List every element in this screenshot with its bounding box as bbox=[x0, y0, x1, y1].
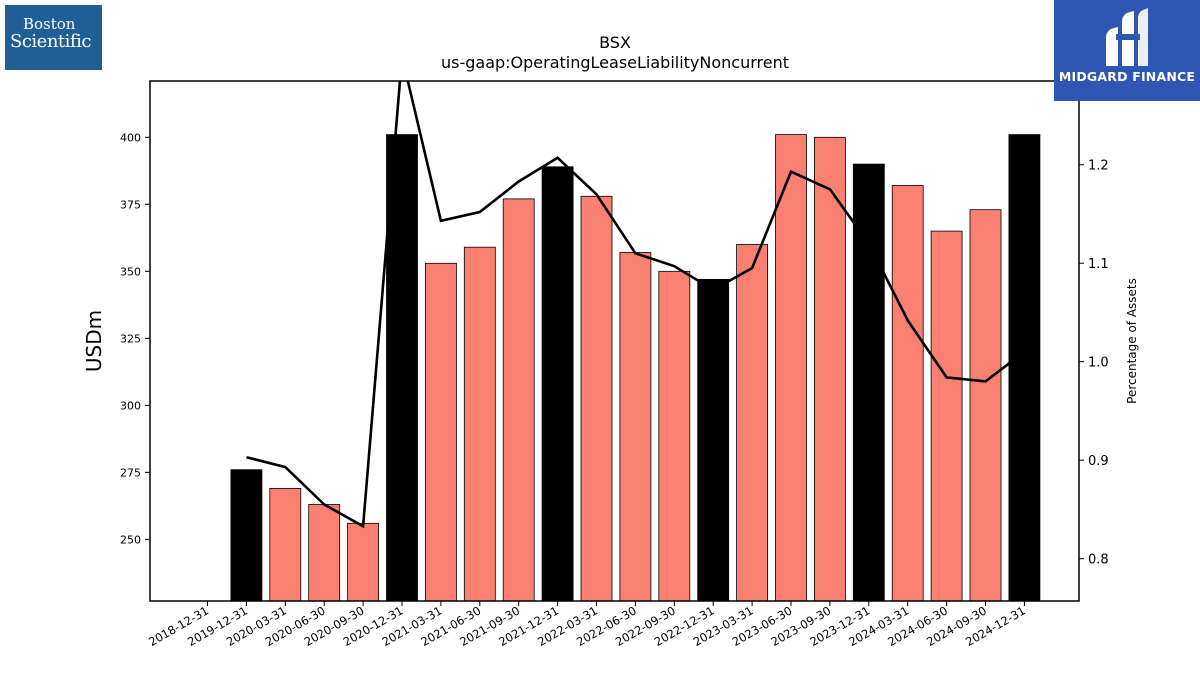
bar-2021-06-30 bbox=[463, 246, 496, 601]
y-axis-left: 250 275 300 325 350 375 400 bbox=[120, 131, 150, 546]
y-tick-label: 375 bbox=[120, 198, 141, 211]
logo-right-name: MIDGARD FINANCE bbox=[1058, 69, 1196, 84]
y2-tick-label: 1.1 bbox=[1088, 257, 1109, 272]
bar-2024-09-30 bbox=[969, 209, 1002, 601]
bar-2022-12-31 bbox=[697, 278, 730, 601]
y2-axis-label: Percentage of Assets bbox=[1125, 278, 1139, 404]
y2-tick-label: 1.0 bbox=[1088, 356, 1109, 371]
bar-2024-12-31 bbox=[1008, 134, 1041, 601]
bar-2023-09-30 bbox=[814, 136, 846, 601]
boston-scientific-logo: Boston Scientific bbox=[5, 5, 102, 70]
y-tick-label: 300 bbox=[120, 399, 141, 412]
bar-2023-03-31 bbox=[736, 244, 768, 601]
bar-2020-06-30 bbox=[308, 504, 341, 601]
y-tick-label: 350 bbox=[120, 265, 141, 278]
y-axis-right: 0.8 0.9 1.0 1.1 1.2 bbox=[1079, 159, 1109, 568]
bar-2021-09-30 bbox=[502, 198, 535, 601]
logo-left-line2: Scientific bbox=[10, 31, 91, 52]
bar-2022-09-30 bbox=[658, 270, 691, 601]
bar-2021-03-31 bbox=[424, 262, 457, 601]
plot-frame bbox=[149, 80, 1080, 602]
bar-2023-06-30 bbox=[775, 134, 807, 601]
bar-2024-06-30 bbox=[930, 230, 963, 601]
y2-tick-label: 0.9 bbox=[1088, 454, 1109, 469]
y2-tick-label: 0.8 bbox=[1088, 553, 1109, 568]
bar-2022-06-30 bbox=[619, 252, 652, 601]
midgard-finance-logo: MIDGARD FINANCE bbox=[1054, 0, 1200, 101]
bar-2020-09-30 bbox=[347, 522, 380, 601]
bar-2020-12-31 bbox=[386, 134, 418, 601]
bar-2024-03-31 bbox=[891, 185, 924, 601]
y-tick-label: 400 bbox=[120, 131, 141, 144]
chart-subtitle: us-gaap:OperatingLeaseLiabilityNoncurren… bbox=[441, 53, 789, 72]
bar-2023-12-31 bbox=[852, 163, 885, 601]
y-tick-label: 325 bbox=[120, 332, 141, 345]
bar-2021-12-31 bbox=[541, 166, 574, 601]
x-axis: 2018-12-312019-12-312020-03-312020-06-30… bbox=[146, 601, 1028, 649]
y2-tick-label: 1.2 bbox=[1088, 159, 1109, 174]
bar-series bbox=[230, 134, 1041, 601]
logo-left-line1: Boston bbox=[23, 15, 76, 33]
percentage-line bbox=[246, 81, 1026, 529]
bar-2022-03-31 bbox=[580, 195, 613, 601]
chart-title: BSX bbox=[599, 33, 631, 52]
y-tick-label: 275 bbox=[120, 466, 141, 479]
bar-2019-12-31 bbox=[230, 469, 263, 601]
y-axis-label: USDm bbox=[82, 310, 106, 372]
y-tick-label: 250 bbox=[120, 533, 141, 546]
bar-2020-03-31 bbox=[269, 487, 302, 601]
midgard-mark-icon bbox=[1106, 8, 1148, 66]
